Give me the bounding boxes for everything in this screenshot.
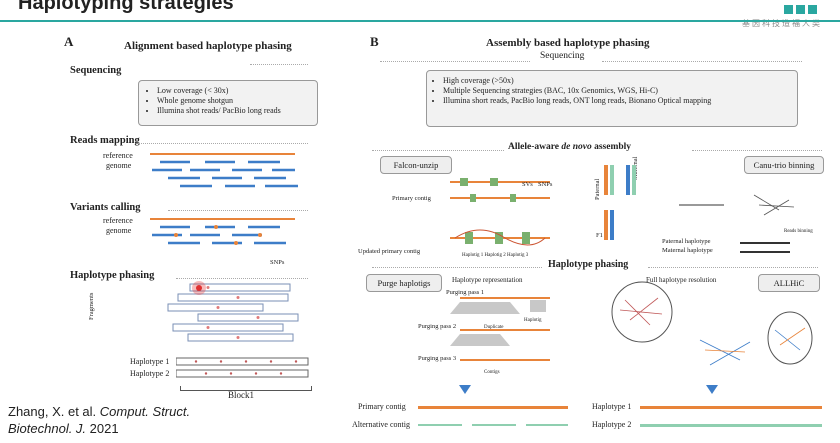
- divider: [176, 278, 308, 279]
- alternative-contig-label: Alternative contig: [352, 420, 410, 429]
- maternal-haplotype-line: [740, 251, 790, 253]
- divider: [648, 267, 818, 268]
- full-haplotype-resolution-label: Full haplotype resolution: [646, 276, 717, 284]
- f1-label: F1: [596, 232, 603, 239]
- divider: [692, 150, 822, 151]
- genome-label: genome: [106, 226, 132, 235]
- updated-primary-contig-label: Updated primary contig: [358, 248, 421, 255]
- cursor-dot: [196, 285, 202, 291]
- purging-pass-1-label: Purging pass 1: [446, 289, 485, 296]
- a-variants-calling-label: Variants calling: [70, 202, 141, 213]
- allhic-box: ALLHiC: [758, 274, 820, 292]
- header-divider: [0, 20, 840, 22]
- divider: [602, 61, 802, 62]
- logo-tagline: 基因科技造福人类: [742, 19, 822, 28]
- haplotype-1-bottom-label: Haplotype 1: [592, 402, 632, 411]
- divider: [168, 210, 308, 211]
- paternal-haplotype-line: [740, 242, 790, 244]
- falcon-diagram: [450, 178, 550, 246]
- b-sequencing-label: Sequencing: [540, 51, 585, 61]
- a-sequencing-bullets: Low coverage (< 30x) Whole genome shotgu…: [139, 86, 317, 116]
- bullet: High coverage (>50x): [443, 76, 797, 86]
- haplotype-1-bar: [640, 406, 822, 409]
- canu-diagram: [604, 165, 795, 240]
- reads-binning-label: Reads binning: [784, 229, 813, 234]
- panel-b-title: Assembly based haplotype phasing: [486, 37, 650, 49]
- snps-legend: SNPs: [538, 181, 553, 188]
- bullet: Whole genome shotgun: [157, 96, 317, 106]
- bullet: Multiple Sequencing strategies (BAC, 10x…: [443, 86, 797, 96]
- slide-title: Haplotyping strategies: [18, 0, 234, 14]
- fragments-diagram: [167, 283, 299, 342]
- reference-label: reference: [103, 151, 133, 160]
- svs-legend: SVs: [522, 181, 533, 188]
- purge-diagram: [450, 297, 550, 361]
- haplotype-2-label: Haplotype 2: [130, 369, 170, 378]
- a-sequencing-box: Low coverage (< 30x) Whole genome shotgu…: [138, 80, 318, 126]
- a-haplotype-phasing-label: Haplotype phasing: [70, 270, 155, 281]
- divider: [250, 64, 308, 65]
- haplotype-2-bottom-label: Haplotype 2: [592, 420, 632, 429]
- heading-suffix: assembly: [591, 142, 632, 152]
- a-sequencing-label: Sequencing: [70, 65, 122, 76]
- falcon-unzip-box: Falcon-unzip: [380, 156, 452, 174]
- allhic-diagram: [611, 281, 813, 366]
- genome-label: genome: [106, 161, 132, 170]
- variants-calling-diagram: [150, 218, 295, 245]
- purging-pass-2-label: Purging pass 2: [418, 323, 457, 330]
- allele-aware-heading: Allele-aware de novo assembly: [508, 142, 631, 152]
- b-sequencing-box: High coverage (>50x) Multiple Sequencing…: [426, 70, 798, 127]
- purging-pass-3-label: Purging pass 3: [418, 355, 457, 362]
- snps-legend: SNPs: [270, 259, 285, 266]
- primary-contig-bar: [418, 406, 568, 409]
- citation-journal-2: Biotechnol. J.: [8, 421, 87, 436]
- haplotype-2-bar: [640, 424, 822, 427]
- haplotig-labels: Haplotig 1 Haplotig 2 Haplotig 3: [462, 253, 529, 258]
- citation-authors: Zhang, X. et al.: [8, 404, 100, 419]
- heading-italic: de novo: [561, 142, 592, 152]
- reads-mapping-diagram: [150, 153, 298, 188]
- citation: Zhang, X. et al. Comput. Struct. Biotech…: [8, 403, 190, 437]
- panel-a-title: Alignment based haplotype phasing: [124, 40, 292, 52]
- heading-prefix: Allele-aware: [508, 142, 562, 152]
- bullet: Illumina short reads, PacBio long reads,…: [443, 96, 797, 106]
- citation-year: 2021: [86, 421, 119, 436]
- haplotype-bars: [176, 357, 309, 378]
- divider: [372, 267, 542, 268]
- block-label: Block1: [228, 390, 254, 400]
- haplotype-representation-label: Haplotype representation: [452, 276, 523, 284]
- b-haplotype-phasing-label: Haplotype phasing: [548, 259, 629, 270]
- block-bracket: [180, 386, 312, 391]
- divider: [372, 150, 504, 151]
- duplicate-label: Duplicate: [484, 325, 504, 330]
- contigs-label: Contigs: [484, 370, 500, 375]
- paternal-haplotype-label: Paternal haplotype: [662, 238, 711, 245]
- bullet: Low coverage (< 30x): [157, 86, 317, 96]
- bullet: Illumina shot reads/ PacBio long reads: [157, 106, 317, 116]
- alternative-contig-bar: [418, 424, 568, 426]
- citation-journal-1: Comput. Struct.: [99, 404, 191, 419]
- divider: [380, 61, 530, 62]
- panel-b-letter: B: [370, 34, 379, 49]
- paternal-label: Paternal: [594, 178, 601, 200]
- canu-trio-box: Canu-trio binning: [744, 156, 824, 174]
- panel-a-letter: A: [64, 34, 74, 49]
- primary-contig-label: Primary contig: [392, 195, 431, 202]
- divider: [138, 143, 308, 144]
- b-sequencing-bullets: High coverage (>50x) Multiple Sequencing…: [427, 76, 797, 106]
- reference-label: reference: [103, 216, 133, 225]
- haplotype-1-label: Haplotype 1: [130, 357, 170, 366]
- a-reads-mapping-label: Reads mapping: [70, 135, 140, 146]
- maternal-haplotype-label: Maternal haplotype: [662, 247, 713, 254]
- company-logo: [784, 5, 817, 14]
- primary-contig-bottom-label: Primary contig: [358, 402, 406, 411]
- purge-haplotigs-box: Purge haplotigs: [366, 274, 442, 292]
- down-arrow-icon: [459, 385, 471, 394]
- haplotig-small-label: Haplotig: [524, 318, 542, 323]
- fragments-label: Fragments: [88, 292, 95, 320]
- down-arrow-icon: [706, 385, 718, 394]
